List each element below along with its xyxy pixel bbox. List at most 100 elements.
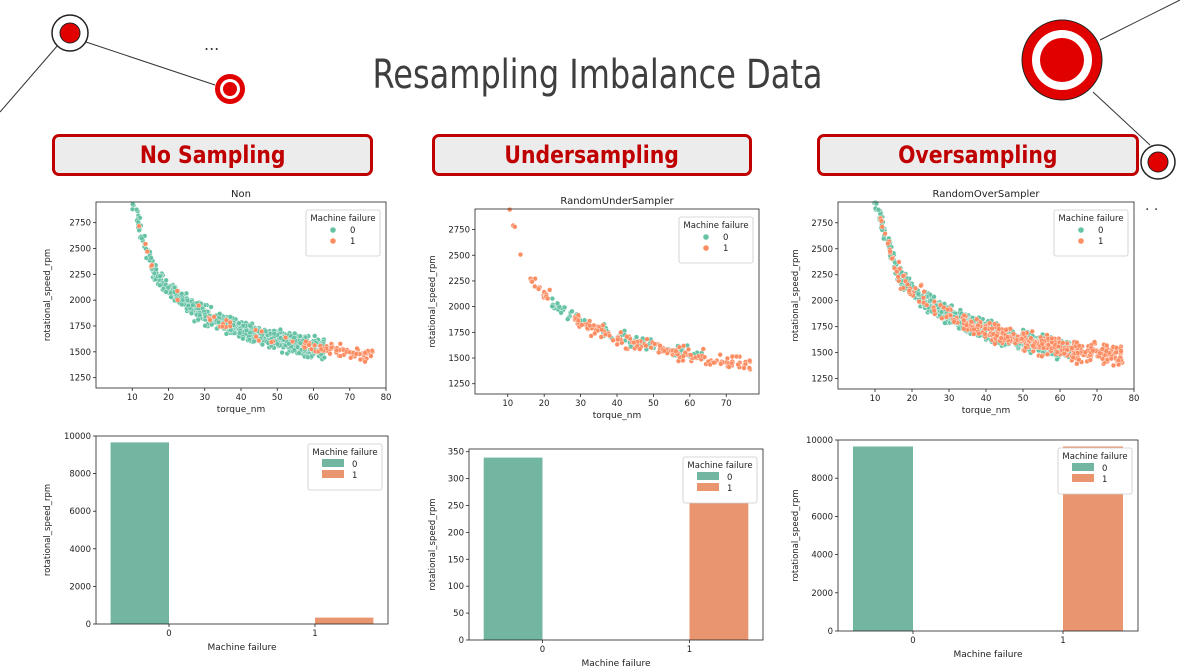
scatter-point-class-1 bbox=[994, 333, 1000, 339]
scatter-point-class-1 bbox=[681, 343, 687, 349]
scatter-point-class-1 bbox=[961, 326, 967, 332]
scatter-point-class-0 bbox=[153, 266, 159, 273]
scatter-point-class-1 bbox=[1011, 331, 1017, 337]
scatter-point-class-1 bbox=[318, 346, 324, 352]
scatter-point-class-1 bbox=[945, 306, 951, 313]
scatter-point-class-0 bbox=[633, 334, 640, 340]
dots-left: ... bbox=[204, 35, 219, 54]
scatter-point-class-0 bbox=[246, 337, 253, 343]
x-tick-label: 0 bbox=[166, 629, 171, 639]
scatter-point-class-1 bbox=[1019, 336, 1025, 342]
scatter-point-class-0 bbox=[208, 304, 214, 310]
y-tick-label: 150 bbox=[448, 555, 464, 565]
scatter-point-class-1 bbox=[535, 286, 542, 292]
legend-box bbox=[678, 216, 754, 264]
scatter-point-class-0 bbox=[569, 308, 575, 314]
scatter-point-class-1 bbox=[906, 287, 912, 294]
scatter-point-class-1 bbox=[1076, 343, 1082, 349]
x-tick-label: 20 bbox=[539, 399, 550, 409]
scatter-point-class-0 bbox=[217, 311, 223, 317]
scatter-point-class-1 bbox=[223, 317, 229, 323]
scatter-point-class-1 bbox=[912, 285, 919, 291]
scatter-point-class-0 bbox=[297, 333, 303, 339]
y-tick-label: 1500 bbox=[69, 348, 91, 358]
legend-box bbox=[682, 456, 758, 504]
scatter-point-class-1 bbox=[939, 315, 945, 321]
scatter-point-class-1 bbox=[971, 326, 977, 333]
y-axis-label: rotational_speed_rpm bbox=[43, 249, 53, 341]
scatter-point-class-0 bbox=[279, 350, 285, 356]
y-tick-label: 300 bbox=[448, 475, 464, 485]
scatter-point-class-1 bbox=[643, 343, 649, 349]
scatter-point-class-1 bbox=[971, 331, 977, 337]
scatter-point-class-1 bbox=[1076, 357, 1082, 363]
y-tick-label: 2500 bbox=[448, 251, 470, 261]
scatter-point-class-0 bbox=[188, 310, 195, 316]
scatter-point-class-1 bbox=[175, 297, 181, 303]
scatter-point-class-0 bbox=[312, 333, 318, 339]
scatter-point-class-1 bbox=[253, 334, 259, 340]
label-no-sampling: No Sampling bbox=[52, 134, 373, 176]
legend-marker bbox=[703, 245, 709, 251]
scatter-point-class-1 bbox=[1108, 356, 1114, 362]
legend-entry-label: 0 bbox=[723, 233, 728, 243]
scatter-point-class-0 bbox=[305, 354, 311, 360]
scatter-point-class-1 bbox=[1028, 335, 1034, 341]
y-tick-label: 2250 bbox=[448, 277, 470, 287]
scatter-point-class-0 bbox=[165, 284, 171, 291]
legend-title: Machine failure bbox=[683, 221, 748, 231]
scatter-point-class-1 bbox=[328, 345, 335, 351]
scatter-point-class-1 bbox=[656, 349, 662, 356]
scatter-point-class-1 bbox=[256, 338, 262, 344]
scatter-point-class-0 bbox=[240, 323, 246, 329]
legend-marker bbox=[1078, 238, 1084, 244]
legend-marker bbox=[1078, 227, 1084, 233]
scatter-point-class-1 bbox=[652, 341, 658, 347]
scatter-point-class-1 bbox=[943, 314, 950, 320]
scatter-point-class-0 bbox=[875, 207, 882, 213]
scatter-point-class-0 bbox=[215, 319, 222, 325]
scatter-point-class-1 bbox=[1104, 342, 1110, 349]
y-tick-label: 2750 bbox=[448, 226, 470, 236]
axes-frame bbox=[95, 435, 389, 625]
legend-entry-label: 1 bbox=[1102, 475, 1107, 485]
y-axis-label: rotational_speed_rpm bbox=[428, 498, 438, 590]
scatter-point-class-1 bbox=[529, 279, 535, 285]
scatter-point-class-1 bbox=[924, 302, 930, 308]
y-axis-label: rotational_speed_rpm bbox=[428, 255, 438, 347]
scatter-point-class-1 bbox=[357, 357, 364, 363]
scatter-point-class-1 bbox=[174, 288, 180, 294]
scatter-point-class-0 bbox=[294, 344, 301, 350]
scatter-point-class-1 bbox=[532, 283, 538, 290]
scatter-point-class-1 bbox=[648, 345, 654, 351]
scatter-point-class-1 bbox=[259, 328, 265, 335]
node-circle-icon bbox=[59, 22, 81, 44]
y-tick-label: 2500 bbox=[69, 245, 91, 255]
scatter-point-class-1 bbox=[673, 348, 679, 354]
x-tick-label: 10 bbox=[870, 394, 881, 404]
legend-entry-label: 0 bbox=[350, 226, 355, 236]
scatter-point-class-1 bbox=[987, 320, 993, 326]
chart-scatter-no-sampling: Non 10 20 30 40 50 60 70 80 1250 1500 1750 2000 2250 2… bbox=[40, 182, 400, 416]
scatter-point-class-1 bbox=[878, 218, 885, 224]
legend-entry-label: 1 bbox=[727, 484, 732, 494]
y-tick-label: 2750 bbox=[69, 219, 91, 229]
scatter-point-class-1 bbox=[1064, 340, 1070, 346]
scatter-point-class-1 bbox=[614, 341, 620, 348]
y-axis-label: rotational_speed_rpm bbox=[43, 484, 53, 576]
legend-entry-label: 0 bbox=[727, 473, 732, 483]
y-tick-label: 1250 bbox=[69, 374, 91, 384]
legend-swatch bbox=[1072, 463, 1094, 471]
x-tick-label: 70 bbox=[344, 393, 355, 403]
label-undersampling: Undersampling bbox=[432, 134, 752, 176]
scatter-point-class-0 bbox=[157, 282, 163, 288]
scatter-point-class-1 bbox=[974, 316, 980, 322]
scatter-point-class-1 bbox=[624, 334, 630, 340]
legend-entry-label: 0 bbox=[1098, 226, 1103, 236]
scatter-point-class-0 bbox=[240, 336, 246, 342]
scatter-point-class-1 bbox=[741, 365, 747, 371]
x-axis-label: torque_nm bbox=[962, 406, 1011, 416]
scatter-point-class-0 bbox=[179, 301, 185, 308]
scatter-point-class-1 bbox=[879, 224, 885, 230]
y-tick-label: 350 bbox=[448, 448, 464, 458]
